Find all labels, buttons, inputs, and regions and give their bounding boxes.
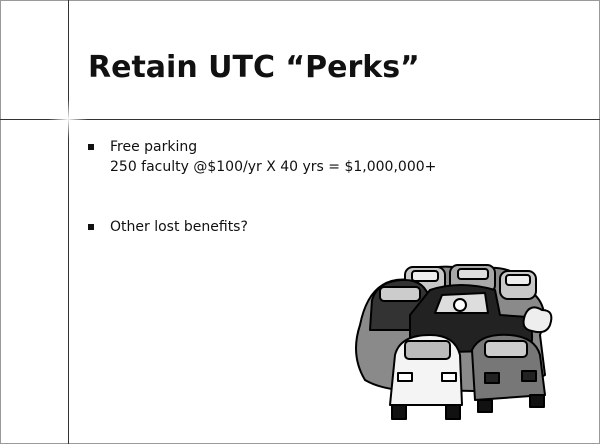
bullet-marker	[88, 144, 94, 150]
bullet-item: Other lost benefits?	[88, 217, 248, 237]
slide: Retain UTC “Perks” Free parking 250 facu…	[0, 0, 600, 444]
traffic-clipart	[350, 255, 560, 435]
bullet-item: Free parking 250 faculty @$100/yr X 40 y…	[88, 137, 436, 177]
divider-glow	[48, 99, 88, 139]
divider-horizontal	[0, 119, 600, 120]
slide-title: Retain UTC “Perks”	[88, 50, 420, 85]
bullet-text: 250 faculty @$100/yr X 40 yrs = $1,000,0…	[110, 157, 436, 177]
bullet-marker	[88, 224, 94, 230]
bullet-text: Free parking	[110, 137, 436, 157]
bullet-text: Other lost benefits?	[110, 217, 248, 237]
divider-vertical	[68, 0, 69, 444]
